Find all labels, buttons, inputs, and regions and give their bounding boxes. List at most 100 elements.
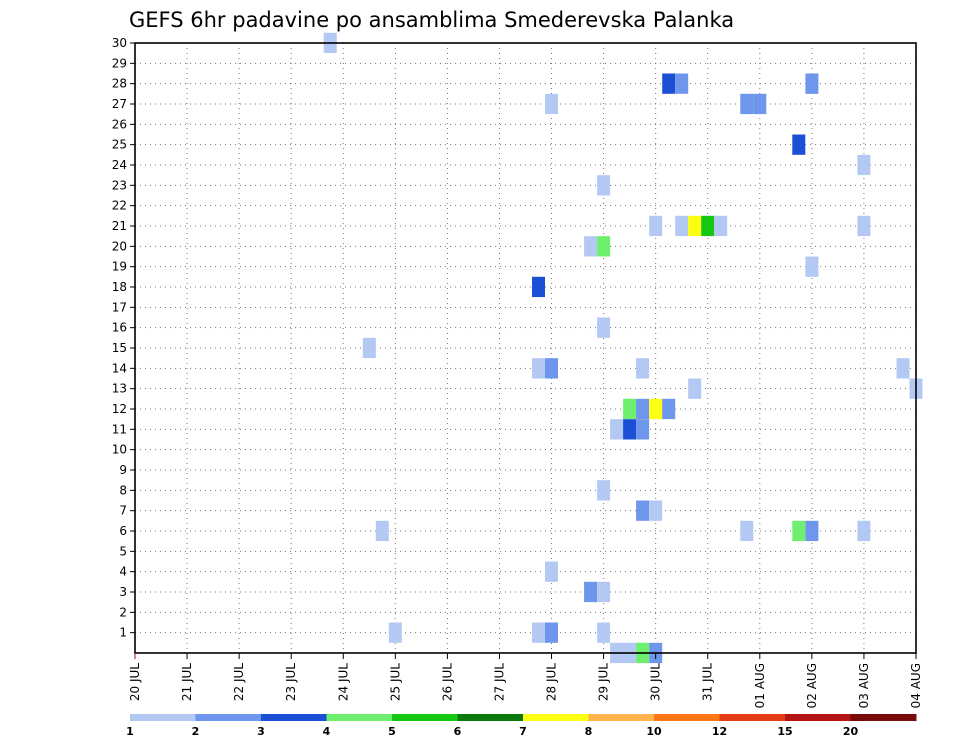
colorbar-label: 5: [388, 725, 396, 738]
y-tick-label: 18: [112, 280, 127, 294]
y-axis-tick-labels: 1234567891011121314151617181920212223242…: [112, 36, 135, 640]
ensemble-cell: [545, 93, 558, 115]
ensemble-cell: [545, 358, 558, 379]
ensemble-cell: [623, 398, 637, 420]
ensemble-cell: [584, 236, 598, 257]
colorbar-swatch: [195, 714, 262, 721]
ensemble-cell: [792, 134, 806, 155]
colorbar-swatch: [785, 714, 851, 721]
y-tick-label: 24: [112, 158, 127, 172]
x-tick-label: 01 AUG: [753, 663, 767, 708]
ensemble-cell: [375, 520, 389, 542]
x-tick-label: 25 JUL: [388, 663, 402, 701]
y-tick-label: 1: [119, 626, 127, 640]
x-tick-label: 31 JUL: [701, 663, 715, 701]
x-tick-label: 27 JUL: [492, 663, 506, 701]
x-tick-label: 28 JUL: [545, 663, 559, 701]
y-tick-label: 29: [112, 56, 127, 70]
y-tick-label: 7: [119, 504, 127, 518]
ensemble-cell: [597, 581, 611, 603]
y-tick-label: 6: [119, 524, 127, 538]
colorbar-label: 12: [712, 725, 727, 738]
y-tick-label: 14: [112, 361, 127, 375]
grid-lines: [135, 42, 916, 653]
y-tick-label: 20: [112, 239, 127, 253]
colorbar: 1 2 3 4 5 6 7 8 10 12 15 20: [126, 714, 917, 738]
x-tick-label: 20 JUL: [128, 663, 142, 701]
y-tick-label: 9: [119, 463, 127, 477]
ensemble-cell: [701, 215, 715, 237]
x-tick-label: 02 AUG: [805, 663, 819, 708]
ensemble-cell: [714, 215, 728, 237]
ensemble-cell: [532, 358, 545, 379]
ensemble-cell: [675, 73, 689, 94]
ensemble-cell: [805, 520, 819, 542]
ensemble-cell: [597, 175, 611, 196]
colorbar-label: 8: [585, 725, 593, 738]
colorbar-swatch: [457, 714, 524, 721]
ensemble-cell: [636, 419, 650, 440]
colorbar-swatch: [130, 714, 196, 721]
ensemble-cells: [323, 32, 923, 664]
colorbar-label: 7: [519, 725, 527, 738]
ensemble-cell: [532, 276, 545, 298]
ensemble-cell: [597, 622, 611, 643]
x-tick-label: 04 AUG: [909, 663, 923, 708]
y-tick-label: 21: [112, 219, 127, 233]
ensemble-cell: [610, 419, 624, 440]
y-tick-label: 13: [112, 382, 127, 396]
y-tick-label: 19: [112, 260, 127, 274]
ensemble-cell: [675, 215, 689, 237]
ensemble-cell: [362, 337, 376, 359]
colorbar-swatch: [392, 714, 458, 721]
ensemble-cell: [649, 215, 663, 237]
ensemble-cell: [805, 73, 819, 94]
ensemble-cell: [792, 520, 806, 542]
colorbar-swatch: [654, 714, 720, 721]
ensemble-cell: [597, 480, 611, 501]
colorbar-swatch: [588, 714, 655, 721]
y-tick-label: 23: [112, 178, 127, 192]
ensemble-cell: [688, 215, 702, 237]
y-tick-label: 27: [112, 97, 127, 111]
ensemble-cell: [857, 154, 871, 176]
chart-title: GEFS 6hr padavine po ansamblima Smederev…: [129, 8, 734, 32]
colorbar-label: 10: [646, 725, 662, 738]
ensemble-cell: [805, 256, 819, 277]
ensemble-cell: [740, 93, 754, 115]
y-tick-label: 17: [112, 300, 127, 314]
ensemble-cell: [857, 520, 871, 542]
colorbar-label: 3: [257, 725, 265, 738]
colorbar-swatch: [523, 714, 589, 721]
x-tick-label: 22 JUL: [232, 663, 246, 701]
colorbar-swatch: [326, 714, 393, 721]
ensemble-cell: [662, 398, 676, 420]
ensemble-cell: [584, 581, 598, 603]
y-tick-label: 5: [119, 544, 127, 558]
colorbar-label: 1: [126, 725, 134, 738]
ensemble-cell: [740, 520, 754, 542]
ensemble-cell: [662, 73, 676, 94]
ensemble-cell: [545, 622, 558, 643]
y-tick-label: 30: [112, 36, 127, 50]
x-tick-label: 21 JUL: [180, 663, 194, 701]
ensemble-cell: [532, 622, 545, 643]
ensemble-cell: [636, 500, 650, 521]
colorbar-label: 15: [777, 725, 792, 738]
y-tick-label: 25: [112, 138, 127, 152]
ensemble-cell: [688, 378, 702, 399]
x-tick-label: 26 JUL: [440, 663, 454, 701]
ensemble-cell: [623, 419, 637, 440]
colorbar-label: 6: [454, 725, 462, 738]
y-tick-label: 11: [112, 422, 127, 436]
colorbar-label: 2: [192, 725, 200, 738]
ensemble-cell: [636, 398, 650, 420]
y-tick-label: 2: [119, 605, 127, 619]
x-tick-label: 30 JUL: [649, 663, 663, 701]
colorbar-swatch: [719, 714, 786, 721]
y-tick-label: 26: [112, 117, 127, 131]
x-tick-label: 29 JUL: [597, 663, 611, 701]
ensemble-cell: [636, 358, 650, 379]
ensemble-cell: [649, 398, 663, 420]
